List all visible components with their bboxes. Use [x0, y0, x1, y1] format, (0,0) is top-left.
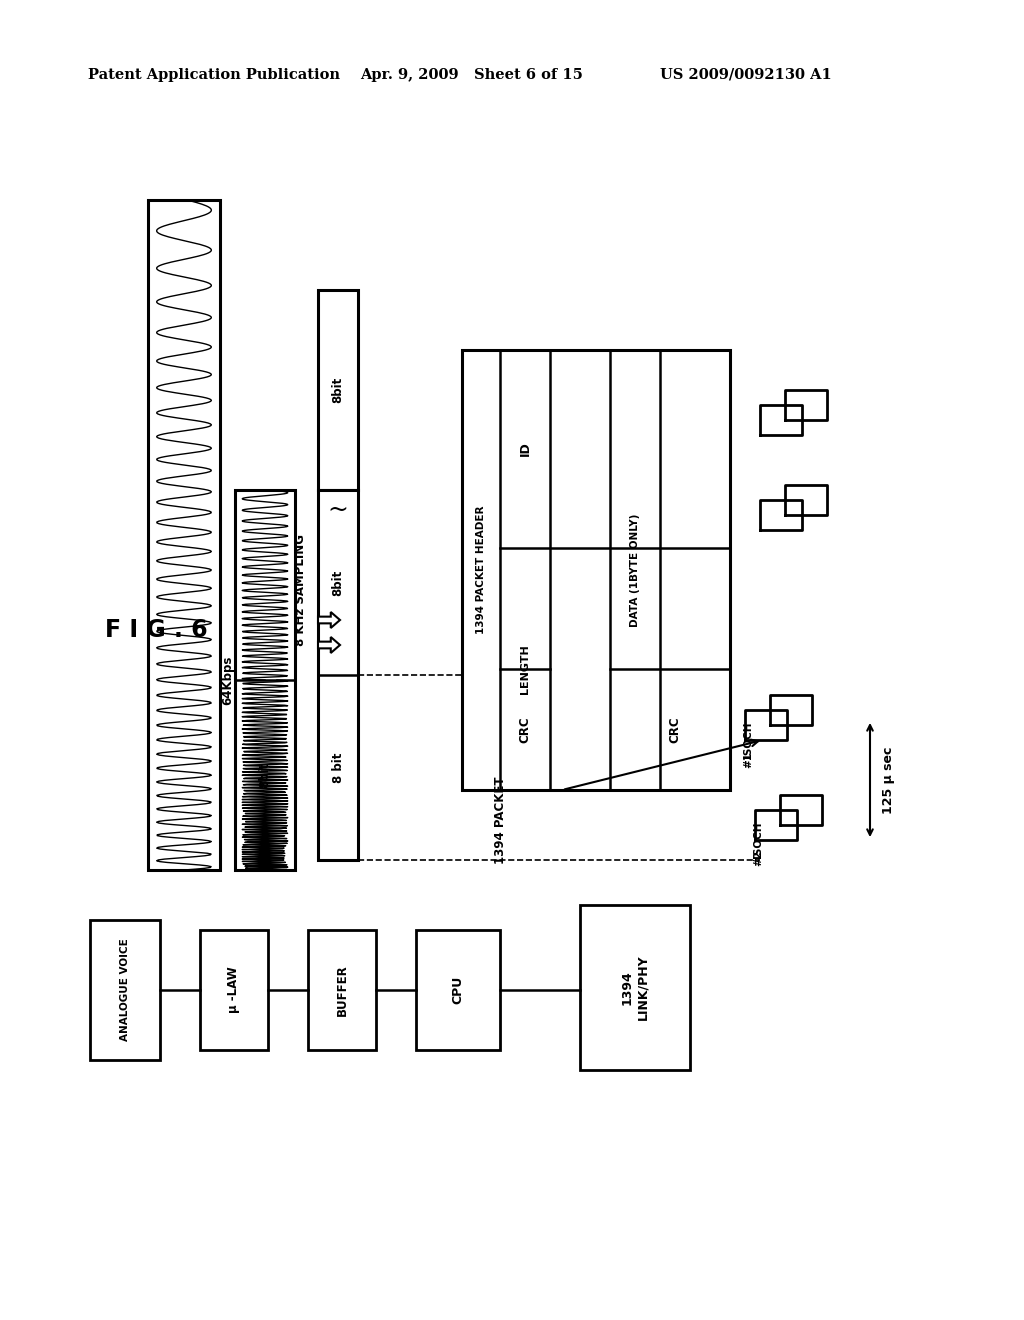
- Text: 8 KHz SAMPLING: 8 KHz SAMPLING: [294, 535, 306, 645]
- Text: 1394 PACKET HEADER: 1394 PACKET HEADER: [476, 506, 486, 634]
- Bar: [462, 350, 730, 789]
- Text: CRC: CRC: [669, 717, 682, 743]
- Polygon shape: [318, 638, 340, 653]
- Text: 1394
LINK/PHY: 1394 LINK/PHY: [621, 954, 649, 1020]
- Text: CRC: CRC: [518, 717, 531, 743]
- Text: 1394 PACKET: 1394 PACKET: [494, 776, 507, 863]
- Text: 8 bit: 8 bit: [332, 752, 344, 783]
- Text: CPU: CPU: [452, 975, 465, 1005]
- Text: #2: #2: [753, 850, 763, 866]
- Text: 125 μ sec: 125 μ sec: [882, 746, 895, 813]
- Bar: [580, 906, 690, 1071]
- Bar: [200, 931, 268, 1049]
- Text: 8bit: 8bit: [332, 378, 344, 403]
- Bar: [308, 931, 376, 1049]
- Text: 64Kbps: 64Kbps: [221, 655, 234, 705]
- Bar: [318, 290, 358, 490]
- Text: ISOCH: ISOCH: [753, 822, 763, 858]
- Text: F I G . 6: F I G . 6: [105, 618, 208, 642]
- Bar: [318, 490, 358, 861]
- Text: 8bit: 8bit: [258, 762, 271, 788]
- Text: ANALOGUE VOICE: ANALOGUE VOICE: [120, 939, 130, 1041]
- Text: μ -LAW: μ -LAW: [227, 966, 241, 1014]
- Bar: [90, 920, 160, 1060]
- Bar: [148, 201, 220, 870]
- Text: Apr. 9, 2009   Sheet 6 of 15: Apr. 9, 2009 Sheet 6 of 15: [360, 69, 583, 82]
- Text: ID: ID: [518, 442, 531, 457]
- Text: ~: ~: [328, 499, 348, 521]
- Text: BUFFER: BUFFER: [336, 964, 348, 1016]
- Text: ISOCH: ISOCH: [743, 722, 753, 758]
- Text: DATA (1BYTE ONLY): DATA (1BYTE ONLY): [630, 513, 640, 627]
- Text: 8bit: 8bit: [332, 569, 344, 595]
- Text: US 2009/0092130 A1: US 2009/0092130 A1: [660, 69, 831, 82]
- Bar: [416, 931, 500, 1049]
- Text: LENGTH: LENGTH: [520, 644, 530, 694]
- Bar: [234, 490, 295, 870]
- Text: Patent Application Publication: Patent Application Publication: [88, 69, 340, 82]
- Text: #1: #1: [743, 752, 753, 768]
- Polygon shape: [318, 612, 340, 628]
